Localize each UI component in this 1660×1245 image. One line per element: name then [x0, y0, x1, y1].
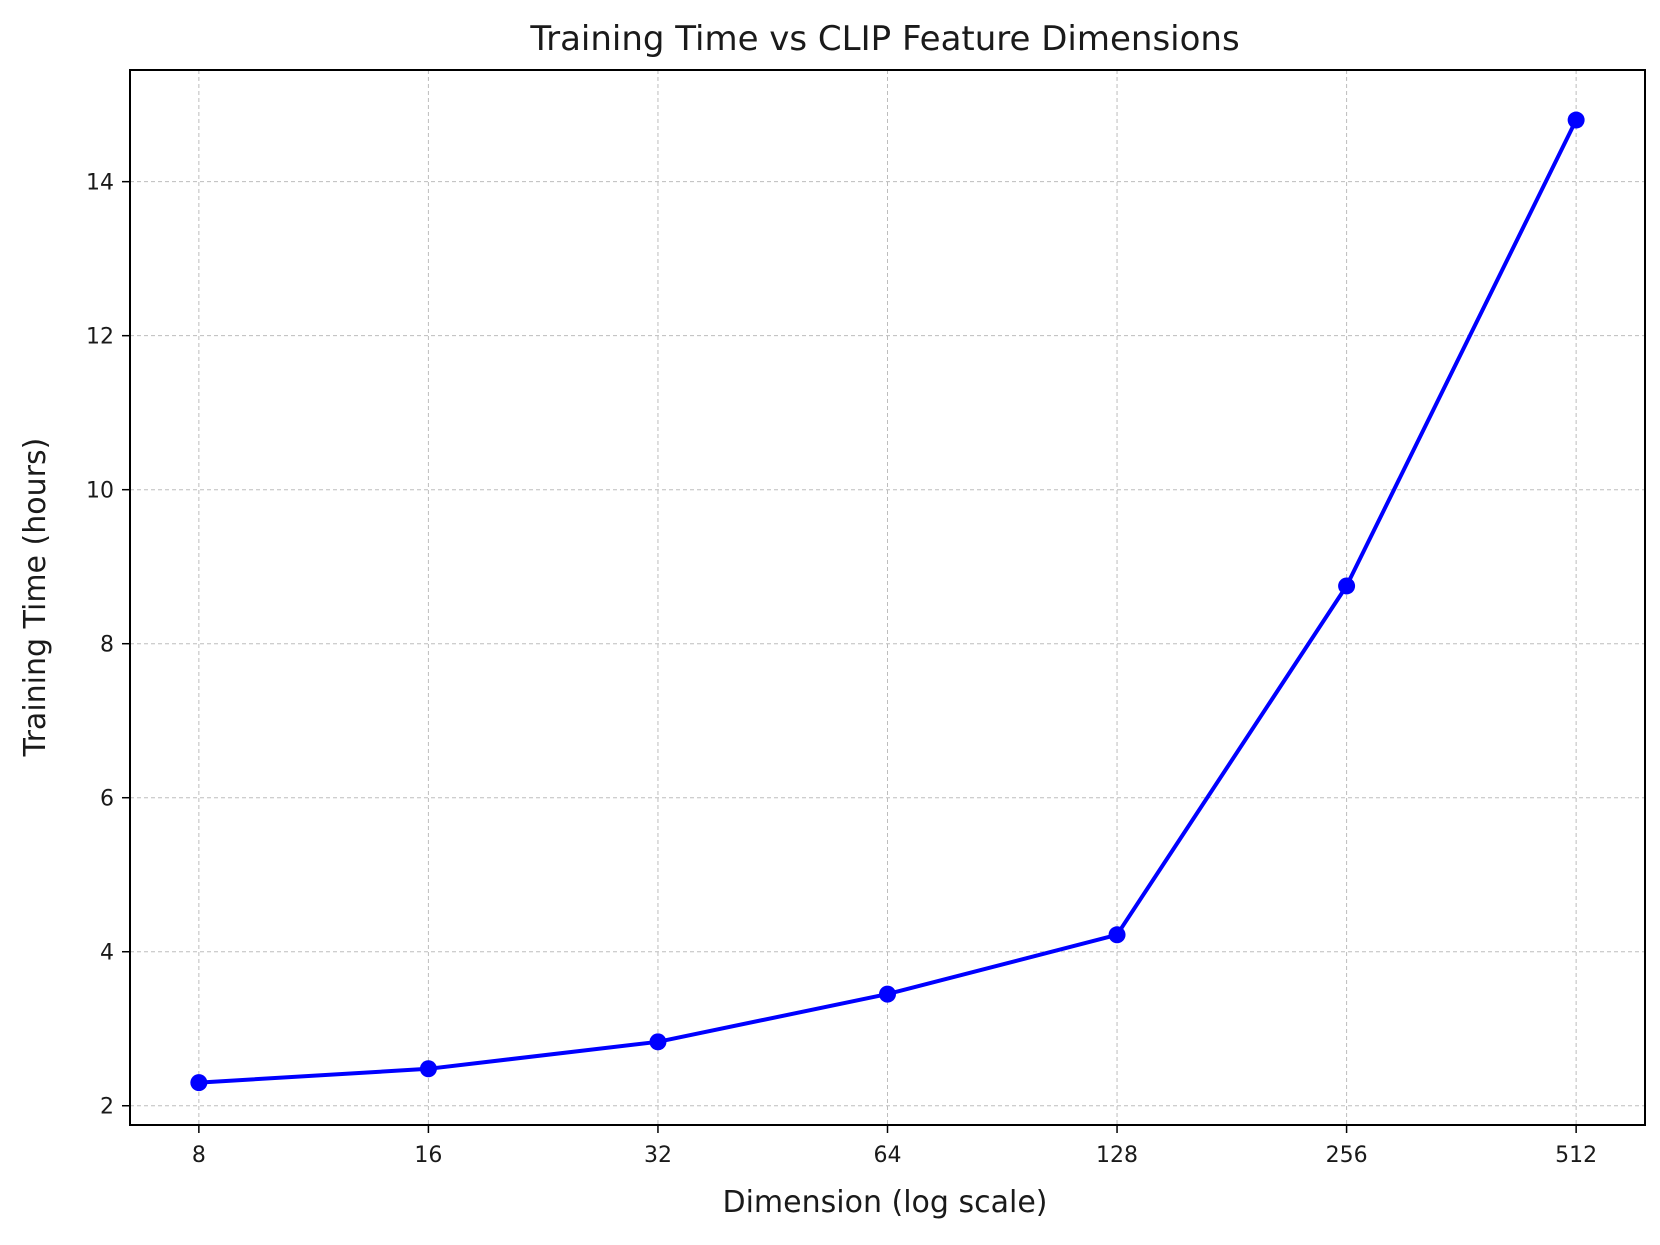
x-tick-label: 8: [192, 1143, 206, 1168]
x-tick-label: 16: [414, 1143, 442, 1168]
chart-title: Training Time vs CLIP Feature Dimensions: [529, 19, 1239, 59]
grid: [130, 70, 1645, 1125]
x-tick-label: 128: [1096, 1143, 1138, 1168]
data-point: [1567, 111, 1585, 129]
x-axis-label: Dimension (log scale): [723, 1185, 1048, 1220]
y-tick-label: 14: [86, 171, 114, 196]
data-point: [649, 1033, 667, 1051]
y-tick-label: 12: [86, 325, 114, 350]
data-point: [879, 985, 896, 1003]
data-point: [1108, 926, 1126, 944]
data-point: [190, 1074, 208, 1092]
y-tick-label: 2: [100, 1095, 114, 1120]
y-tick-label: 4: [100, 941, 114, 966]
data-point: [419, 1060, 437, 1078]
y-axis-label: Training Time (hours): [18, 438, 53, 758]
ticks: 8 16 32 64 128 256 512 2 4 6 8 10 12 14: [86, 171, 1597, 1168]
y-tick-label: 8: [100, 633, 114, 658]
series-layer: [190, 111, 1585, 1092]
x-tick-label: 256: [1326, 1143, 1368, 1168]
x-tick-label: 64: [874, 1143, 902, 1168]
x-tick-label: 32: [644, 1143, 672, 1168]
data-point: [1338, 577, 1356, 595]
y-tick-label: 6: [100, 787, 114, 812]
y-tick-label: 10: [86, 479, 114, 504]
x-tick-label: 512: [1555, 1143, 1597, 1168]
